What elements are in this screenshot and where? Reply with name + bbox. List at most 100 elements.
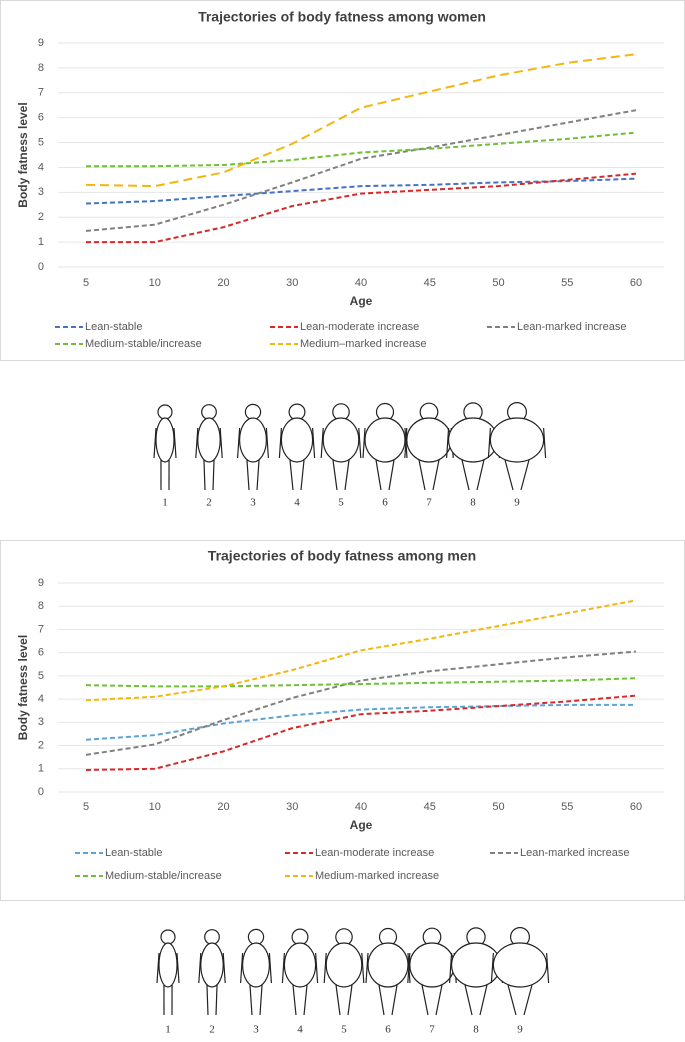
figure-arm bbox=[543, 427, 547, 459]
figure-silhouette bbox=[365, 927, 411, 1016]
x-tick-label: 45 bbox=[424, 801, 436, 813]
y-tick-label: 8 bbox=[38, 62, 44, 74]
y-tick-label: 1 bbox=[38, 236, 44, 248]
series-line bbox=[85, 599, 637, 702]
figure-leg bbox=[203, 459, 206, 491]
chart-title: Trajectories of body fatness among women bbox=[198, 9, 486, 25]
figure-arm bbox=[198, 952, 202, 984]
figure-torso bbox=[406, 417, 452, 463]
x-tick-label: 10 bbox=[149, 801, 161, 813]
figure-silhouette bbox=[198, 929, 226, 1016]
figure-leg bbox=[335, 984, 341, 1016]
figure-leg bbox=[432, 459, 440, 491]
figure-arm bbox=[237, 427, 241, 459]
y-tick-label: 1 bbox=[38, 763, 44, 775]
figure-torso bbox=[409, 942, 455, 988]
figure-arm bbox=[265, 427, 269, 459]
figure-leg bbox=[292, 984, 297, 1016]
figure-arm bbox=[365, 952, 369, 984]
figure-label: 3 bbox=[250, 497, 256, 509]
figure-label: 3 bbox=[253, 1024, 259, 1036]
x-axis-title: Age bbox=[350, 294, 373, 308]
y-tick-label: 6 bbox=[38, 112, 44, 124]
x-tick-label: 50 bbox=[492, 801, 504, 813]
figure-torso bbox=[325, 942, 363, 988]
x-tick-label: 40 bbox=[355, 277, 367, 289]
figure-leg bbox=[375, 459, 382, 491]
series-line bbox=[85, 677, 637, 688]
figure-head bbox=[247, 928, 265, 946]
legend-label: Lean-marked increase bbox=[520, 847, 629, 859]
x-tick-label: 55 bbox=[561, 801, 573, 813]
figure-torso bbox=[155, 417, 175, 463]
figure-leg bbox=[504, 459, 514, 491]
figure-leg bbox=[256, 459, 260, 491]
chart-title: Trajectories of body fatness among men bbox=[208, 548, 476, 564]
legend-label: Lean-moderate increase bbox=[315, 847, 434, 859]
figure-leg bbox=[206, 984, 209, 1016]
figure-label: 6 bbox=[385, 1024, 391, 1036]
figure-silhouette bbox=[237, 403, 269, 491]
figure-silhouette bbox=[195, 404, 223, 491]
figure-label: 9 bbox=[517, 1024, 523, 1036]
y-tick-label: 3 bbox=[38, 186, 44, 198]
figure-leg bbox=[303, 984, 308, 1016]
figure-arm bbox=[320, 427, 324, 459]
figure-silhouette bbox=[320, 403, 362, 491]
y-tick-label: 3 bbox=[38, 716, 44, 728]
figure-torso bbox=[367, 942, 409, 988]
y-tick-label: 2 bbox=[38, 739, 44, 751]
figure-label: 5 bbox=[338, 497, 344, 509]
figure-leg bbox=[464, 984, 473, 1016]
figure-silhouette bbox=[278, 403, 316, 491]
figure-label: 1 bbox=[162, 497, 168, 509]
legend-label: Medium-stable/increase bbox=[85, 338, 202, 350]
figure-arm bbox=[487, 427, 491, 459]
figure-arm bbox=[240, 952, 244, 984]
figure-arm bbox=[156, 952, 160, 984]
y-tick-label: 8 bbox=[38, 600, 44, 612]
legend-label: Lean-marked increase bbox=[517, 321, 626, 333]
figure-arm bbox=[222, 952, 226, 984]
figure-arm bbox=[361, 952, 365, 984]
figure-silhouette bbox=[323, 928, 365, 1016]
figure-silhouette bbox=[362, 402, 408, 491]
figure-torso bbox=[280, 417, 314, 463]
x-tick-label: 5 bbox=[83, 801, 89, 813]
figure-silhouette bbox=[490, 926, 550, 1016]
figure-torso bbox=[239, 417, 268, 463]
series-line bbox=[86, 172, 637, 244]
figure-silhouette bbox=[407, 927, 457, 1016]
figure-leg bbox=[249, 984, 253, 1016]
figure-label: 5 bbox=[341, 1024, 347, 1036]
figure-leg bbox=[435, 984, 443, 1016]
x-tick-label: 30 bbox=[286, 801, 298, 813]
x-axis-title: Age bbox=[350, 818, 373, 832]
figure-label: 8 bbox=[473, 1024, 479, 1036]
figure-arm bbox=[176, 952, 180, 984]
figure-arm bbox=[546, 952, 550, 984]
figure-leg bbox=[332, 459, 338, 491]
series-line bbox=[85, 703, 636, 741]
figure-label: 6 bbox=[382, 497, 388, 509]
x-tick-label: 5 bbox=[83, 277, 89, 289]
figure-head bbox=[201, 404, 217, 420]
figure-leg bbox=[479, 984, 488, 1016]
figure-label: 9 bbox=[514, 497, 520, 509]
figure-arm bbox=[281, 952, 285, 984]
y-tick-label: 2 bbox=[38, 211, 44, 223]
figure-silhouette bbox=[404, 402, 454, 491]
figure-arm bbox=[362, 427, 366, 459]
figure-leg bbox=[461, 459, 470, 491]
figure-label: 8 bbox=[470, 497, 476, 509]
figure-leg bbox=[378, 984, 385, 1016]
figure-leg bbox=[259, 984, 263, 1016]
legend-label: Medium-marked increase bbox=[315, 870, 439, 882]
figure-silhouette bbox=[240, 928, 272, 1016]
legend-label: Medium-stable/increase bbox=[105, 870, 222, 882]
legend-label: Lean-stable bbox=[85, 321, 143, 333]
figure-label: 7 bbox=[426, 497, 432, 509]
figure-silhouette bbox=[487, 402, 547, 491]
figure-torso bbox=[364, 417, 406, 463]
figure-arm bbox=[268, 952, 272, 984]
